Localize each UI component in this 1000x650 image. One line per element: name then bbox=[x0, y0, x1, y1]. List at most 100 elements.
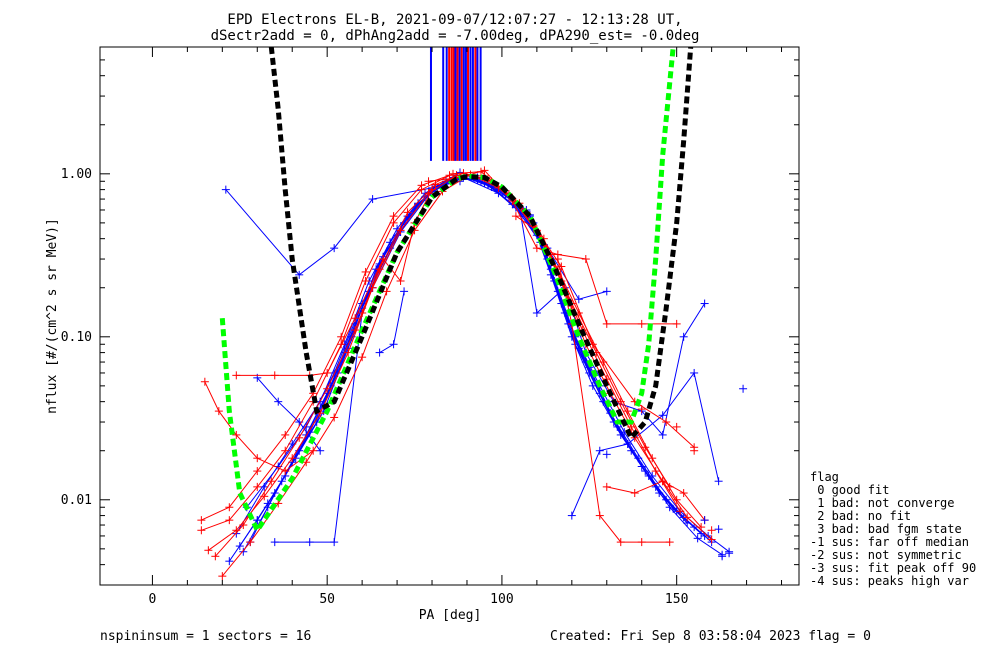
blue-data-point bbox=[623, 439, 632, 448]
blue-data-point bbox=[295, 270, 304, 279]
blue-series-line-8 bbox=[274, 177, 461, 543]
legend-entry: 0 good fit bbox=[810, 483, 889, 497]
blue-data-point bbox=[693, 534, 702, 543]
blue-data-point bbox=[648, 471, 657, 480]
blue-data-point bbox=[679, 332, 688, 341]
red-data-point bbox=[679, 489, 688, 498]
blue-data-point bbox=[595, 446, 604, 455]
red-data-point bbox=[662, 418, 671, 427]
red-data-point bbox=[270, 371, 279, 380]
red-data-point bbox=[602, 319, 611, 328]
blue-series-line-4 bbox=[256, 176, 702, 534]
blue-data-point bbox=[567, 511, 576, 520]
red-data-point bbox=[424, 177, 433, 186]
legend: flag 0 good fit 1 bad: not converge 2 ba… bbox=[810, 470, 976, 588]
red-data-point bbox=[417, 181, 426, 190]
blue-data-point bbox=[330, 244, 339, 253]
red-data-point bbox=[337, 340, 346, 349]
red-data-point bbox=[239, 521, 248, 530]
red-data-point bbox=[358, 353, 367, 362]
footer-right: Created: Fri Sep 8 03:58:04 2023 flag = … bbox=[550, 629, 871, 644]
blue-series-line-10 bbox=[459, 175, 607, 300]
blue-series-line-6 bbox=[225, 180, 461, 276]
blue-data-point bbox=[239, 547, 248, 556]
blue-series-line-9 bbox=[487, 182, 706, 436]
red-data-point bbox=[403, 208, 412, 217]
x-tick-label: 100 bbox=[490, 592, 513, 607]
red-data-point bbox=[581, 255, 590, 264]
red-data-point bbox=[511, 212, 520, 221]
legend-entry: 1 bad: not converge bbox=[810, 496, 955, 510]
x-axis-label: PA [deg] bbox=[419, 608, 482, 623]
red-data-point bbox=[630, 489, 639, 498]
legend-entry: -4 sus: peaks high var bbox=[810, 574, 969, 588]
blue-series-line-11 bbox=[571, 371, 720, 516]
blue-data-point bbox=[400, 287, 409, 296]
red-series-line-9 bbox=[201, 174, 450, 521]
red-series-line-3 bbox=[221, 173, 671, 577]
red-data-point bbox=[595, 511, 604, 520]
red-data-point bbox=[253, 482, 262, 491]
blue-data-point bbox=[302, 422, 311, 431]
blue-series-line-13 bbox=[256, 377, 321, 451]
red-isolated-point bbox=[690, 446, 699, 455]
legend-entry: -2 sus: not symmetric bbox=[810, 548, 962, 562]
red-data-point bbox=[637, 319, 646, 328]
red-data-point bbox=[253, 467, 262, 476]
blue-data-point bbox=[658, 430, 667, 439]
red-data-point bbox=[309, 446, 318, 455]
red-data-point bbox=[323, 368, 332, 377]
blue-series-line-3 bbox=[235, 171, 695, 534]
red-data-point bbox=[389, 212, 398, 221]
chart-title-line-2: dSectr2add = 0, dPhAng2add = -7.00deg, d… bbox=[211, 28, 700, 44]
blue-isolated-point bbox=[714, 525, 723, 534]
red-data-point bbox=[211, 552, 220, 561]
red-data-point bbox=[253, 454, 262, 463]
blue-data-point bbox=[330, 538, 339, 547]
blue-data-point bbox=[532, 308, 541, 317]
red-data-point bbox=[431, 180, 440, 189]
red-data-point bbox=[641, 443, 650, 452]
x-tick-label: 150 bbox=[665, 592, 688, 607]
blue-data-point bbox=[658, 411, 667, 420]
blue-isolated-point bbox=[700, 516, 709, 525]
footer-left: nspininsum = 1 sectors = 16 bbox=[100, 629, 311, 644]
red-series-line-6 bbox=[428, 169, 677, 325]
red-data-point bbox=[361, 276, 370, 285]
red-isolated-point bbox=[637, 405, 646, 414]
blue-isolated-point bbox=[739, 384, 748, 393]
red-series-line-5 bbox=[236, 258, 384, 376]
red-data-point bbox=[267, 477, 276, 486]
blue-data-point bbox=[389, 340, 398, 349]
blue-data-point bbox=[263, 499, 272, 508]
y-tick-label: 1.00 bbox=[61, 167, 92, 182]
blue-data-point bbox=[330, 368, 339, 377]
red-data-point bbox=[204, 546, 213, 555]
blue-series-line-1 bbox=[249, 174, 688, 543]
red-data-point bbox=[218, 572, 227, 581]
plot-frame bbox=[99, 46, 800, 586]
red-data-point bbox=[330, 413, 339, 422]
blue-series-line-2 bbox=[228, 177, 723, 562]
red-data-point bbox=[616, 538, 625, 547]
legend-title: flag bbox=[810, 470, 839, 484]
red-data-point bbox=[197, 526, 206, 535]
red-series-line-0 bbox=[201, 171, 702, 531]
blue-isolated-point bbox=[725, 549, 734, 558]
x-tick-label: 0 bbox=[149, 592, 157, 607]
blue-data-point bbox=[221, 185, 230, 194]
red-data-point bbox=[683, 513, 692, 522]
red-data-point bbox=[389, 218, 398, 227]
blue-data-point bbox=[368, 195, 377, 204]
blue-data-point bbox=[714, 477, 723, 486]
red-data-point bbox=[246, 538, 255, 547]
blue-data-point bbox=[690, 368, 699, 377]
red-data-point bbox=[658, 477, 667, 486]
blue-isolated-point bbox=[718, 552, 727, 561]
red-data-point bbox=[214, 407, 223, 416]
blue-isolated-point bbox=[602, 450, 611, 459]
red-data-point bbox=[337, 332, 346, 341]
red-data-point bbox=[323, 384, 332, 393]
red-data-point bbox=[448, 169, 457, 178]
blue-data-point bbox=[235, 542, 244, 551]
